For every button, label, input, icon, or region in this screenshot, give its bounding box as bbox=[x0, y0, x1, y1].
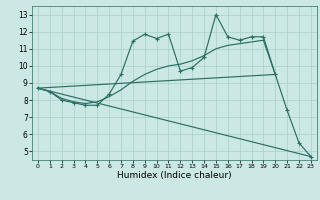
X-axis label: Humidex (Indice chaleur): Humidex (Indice chaleur) bbox=[117, 171, 232, 180]
